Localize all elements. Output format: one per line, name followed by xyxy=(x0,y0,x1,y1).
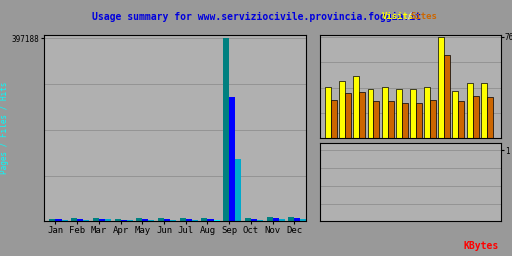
Text: /: / xyxy=(406,12,411,20)
Bar xyxy=(136,218,142,221)
Bar xyxy=(473,96,479,138)
Bar xyxy=(186,219,192,221)
Bar xyxy=(381,87,388,138)
Bar xyxy=(257,220,263,221)
Bar xyxy=(272,218,279,221)
Bar xyxy=(105,219,111,221)
Bar xyxy=(201,218,207,221)
Bar xyxy=(410,89,416,138)
Bar xyxy=(353,76,359,138)
Bar xyxy=(267,217,272,221)
Bar xyxy=(93,218,99,221)
Bar xyxy=(359,92,365,138)
Bar xyxy=(368,89,373,138)
Bar xyxy=(71,218,77,221)
Bar xyxy=(115,219,121,221)
Bar xyxy=(345,93,351,138)
Bar xyxy=(325,87,331,138)
Bar xyxy=(373,101,379,138)
Bar xyxy=(424,87,430,138)
Bar xyxy=(279,219,285,221)
Bar xyxy=(245,218,251,221)
Bar xyxy=(192,220,198,221)
Bar xyxy=(99,219,105,221)
Text: Usage summary for www.serviziocivile.provincia.foggia.it: Usage summary for www.serviziocivile.pro… xyxy=(92,12,420,22)
Text: KBytes: KBytes xyxy=(464,241,499,251)
Bar xyxy=(164,219,170,221)
Bar xyxy=(235,159,241,221)
Bar xyxy=(49,219,55,221)
Bar xyxy=(331,100,337,138)
Y-axis label: Pages / Files / Hits: Pages / Files / Hits xyxy=(0,82,9,174)
Bar xyxy=(170,220,176,221)
Bar xyxy=(158,218,164,221)
Bar xyxy=(77,219,83,221)
Bar xyxy=(402,103,408,138)
Bar xyxy=(223,38,229,221)
Bar xyxy=(229,97,235,221)
Bar xyxy=(83,220,89,221)
Text: Sites: Sites xyxy=(411,12,437,20)
Bar xyxy=(453,91,458,138)
Bar xyxy=(301,219,307,221)
Bar xyxy=(55,219,61,221)
Bar xyxy=(214,220,220,221)
Bar xyxy=(481,83,487,138)
Bar xyxy=(121,219,126,221)
Bar xyxy=(288,217,294,221)
Bar xyxy=(487,97,493,138)
Bar xyxy=(251,219,257,221)
Bar xyxy=(416,103,422,138)
Bar xyxy=(458,101,464,138)
Bar xyxy=(466,83,473,138)
Bar xyxy=(180,218,186,221)
Bar xyxy=(126,220,133,221)
Bar xyxy=(294,218,301,221)
Bar xyxy=(430,100,436,138)
Text: Visits: Visits xyxy=(381,12,414,20)
Bar xyxy=(339,81,345,138)
Bar xyxy=(388,101,394,138)
Bar xyxy=(438,37,444,138)
Bar xyxy=(61,220,68,221)
Bar xyxy=(148,220,155,221)
Bar xyxy=(207,219,214,221)
Bar xyxy=(396,89,402,138)
Bar xyxy=(444,55,450,138)
Bar xyxy=(142,219,148,221)
